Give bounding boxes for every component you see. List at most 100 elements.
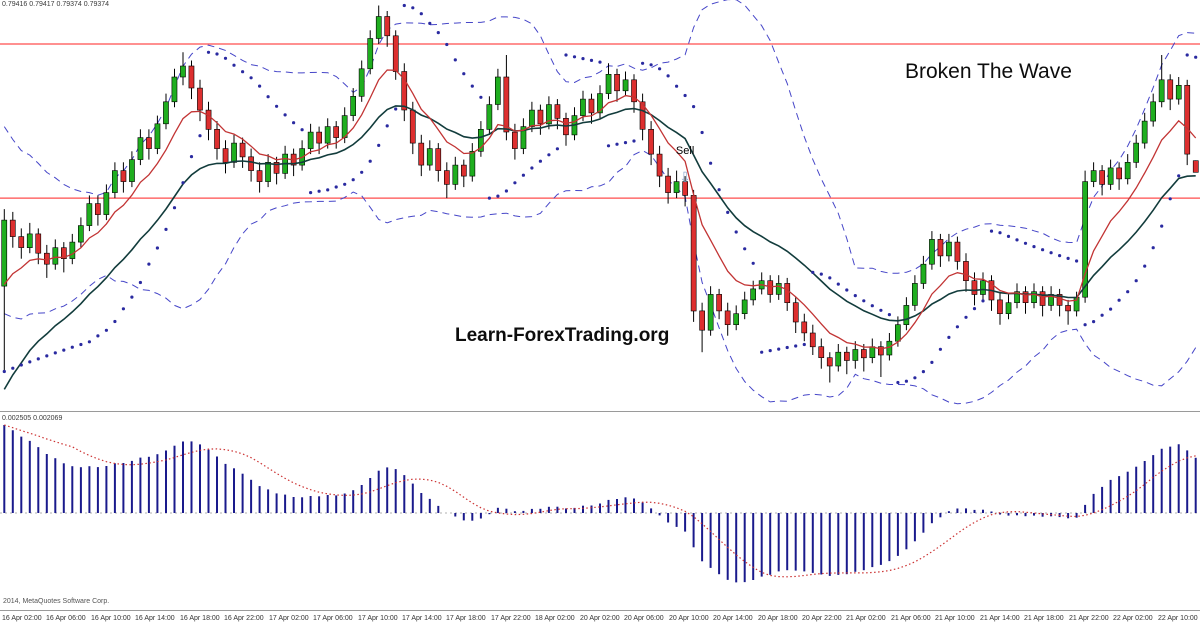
sar-dot — [947, 335, 951, 339]
candle — [597, 93, 603, 114]
sar-dot — [266, 95, 270, 99]
time-label: 21 Apr 02:00 — [846, 615, 886, 622]
candle — [775, 283, 782, 295]
sar-dot — [36, 357, 40, 361]
candle — [1116, 167, 1122, 180]
candle — [503, 76, 510, 133]
candle — [154, 123, 161, 149]
pane-divider[interactable] — [0, 411, 1200, 412]
candle — [716, 294, 722, 312]
time-label: 20 Apr 10:00 — [669, 615, 709, 622]
candle — [1158, 79, 1165, 103]
candle — [648, 129, 654, 155]
time-label: 20 Apr 22:00 — [802, 615, 842, 622]
sar-dot — [632, 139, 636, 143]
slow-ma-line — [3, 105, 1196, 390]
sar-dot — [513, 181, 517, 185]
sar-dot — [836, 282, 840, 286]
sar-dot — [1032, 245, 1036, 249]
candle — [877, 346, 884, 356]
time-label: 17 Apr 10:00 — [358, 615, 398, 622]
sar-dot — [989, 229, 994, 233]
time-axis[interactable]: 16 Apr 02:00 16 Apr 06:00 16 Apr 10:00 16 A… — [0, 610, 1200, 630]
candle — [835, 351, 842, 367]
sar-dot — [45, 354, 49, 358]
candle — [826, 357, 833, 367]
sar-dot — [53, 351, 57, 355]
sar-dot — [598, 60, 602, 64]
candle — [358, 68, 365, 97]
candle — [852, 349, 859, 361]
time-label: 21 Apr 22:00 — [1069, 615, 1109, 622]
candle — [1014, 291, 1020, 304]
bollinger-lower-band — [4, 149, 1197, 405]
metaquotes-copyright: 2014, MetaQuotes Software Corp. — [3, 598, 110, 605]
sar-dot — [504, 189, 508, 193]
sar-dot — [19, 363, 23, 367]
sar-dot — [938, 347, 943, 351]
sar-dot — [1143, 264, 1147, 268]
sar-dot — [436, 30, 440, 35]
sar-dot — [79, 342, 83, 347]
time-label: 16 Apr 02:00 — [2, 615, 42, 622]
candle — [163, 101, 169, 125]
sar-dot — [479, 95, 483, 99]
sar-dot — [981, 299, 985, 303]
candle — [1090, 170, 1097, 182]
sar-dot — [249, 76, 253, 80]
sar-dot — [606, 144, 611, 148]
candle — [443, 170, 450, 185]
sar-dot — [1075, 259, 1079, 263]
candle — [9, 219, 16, 237]
candle — [43, 252, 50, 265]
time-label: 16 Apr 06:00 — [46, 615, 86, 622]
sar-dot — [998, 231, 1002, 235]
sar-dot — [300, 128, 304, 132]
time-label: 16 Apr 22:00 — [224, 615, 264, 622]
time-label: 22 Apr 02:00 — [1113, 615, 1153, 622]
candle — [1005, 302, 1012, 315]
sar-dot — [351, 178, 355, 182]
candle — [1124, 162, 1131, 180]
sar-dot — [343, 182, 347, 186]
sar-dot — [1058, 254, 1062, 258]
sar-dot — [360, 170, 364, 174]
sar-dot — [1168, 197, 1172, 201]
sar-dot — [377, 143, 381, 147]
candle — [1031, 291, 1037, 304]
sar-dot — [581, 57, 585, 61]
sar-dot — [445, 42, 449, 47]
sar-dot — [564, 53, 568, 57]
candle — [860, 349, 867, 359]
macd-indicator-pane[interactable] — [0, 413, 1200, 610]
ohlc-quote-readout: 0.79416 0.79417 0.79374 0.79374 — [2, 1, 110, 8]
sar-dot — [419, 12, 423, 16]
candle — [35, 233, 42, 254]
time-label: 16 Apr 18:00 — [180, 615, 220, 622]
candle — [520, 126, 527, 149]
sar-dot — [904, 379, 909, 383]
candle — [792, 302, 799, 323]
price-chart-pane[interactable]: Sell ⇩ — [0, 0, 1200, 410]
candle — [1082, 181, 1088, 298]
sar-dot — [411, 6, 415, 10]
sar-dot — [334, 185, 338, 189]
candle — [180, 65, 186, 78]
candle — [469, 151, 476, 177]
candle — [333, 126, 340, 138]
sar-dot — [189, 155, 194, 159]
sar-dot — [241, 70, 245, 74]
macd-value-readout: 0.002505 0.002069 — [2, 415, 63, 422]
sar-dot — [760, 350, 764, 354]
sar-dot — [921, 370, 926, 374]
sar-dot — [913, 376, 917, 380]
candle — [546, 104, 552, 125]
sar-dot — [138, 280, 142, 285]
candle — [1150, 101, 1156, 122]
candle — [324, 126, 331, 144]
chart-annotation-title: Broken The Wave — [905, 60, 1072, 83]
candle — [214, 129, 220, 149]
candle — [265, 162, 271, 182]
bollinger-upper-band — [3, 0, 1196, 274]
candle — [256, 170, 263, 182]
